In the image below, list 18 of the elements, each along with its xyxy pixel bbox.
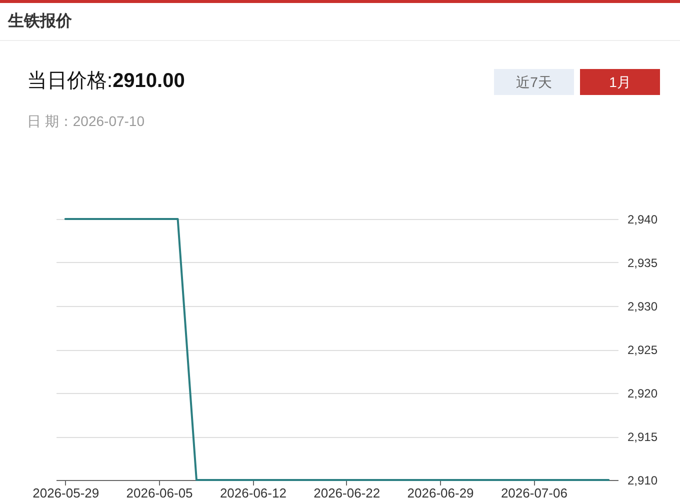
y-tick-label: 2,920 <box>628 386 658 400</box>
tab-button: 近7天 <box>494 69 574 95</box>
x-tick-label: 2026-06-12 <box>220 486 286 500</box>
y-tick-label: 2,910 <box>628 474 658 488</box>
chart-subtitle: 当日价格:2910.00 <box>27 69 185 93</box>
x-tick-label: 2026-07-06 <box>500 486 568 500</box>
y-tick-label: 2,915 <box>628 430 658 444</box>
y-tick-label: 2,935 <box>628 256 658 270</box>
tab-button: 1月 <box>580 69 660 95</box>
x-tick-label: 2026-06-29 <box>407 486 474 500</box>
y-tick-label: 2,930 <box>628 300 658 314</box>
y-tick-label: 2,940 <box>628 212 658 226</box>
y-tick-label: 2,925 <box>628 343 658 357</box>
x-tick-label: 2026-05-29 <box>32 486 100 500</box>
text: 日 期：2026-07-10 <box>27 112 145 130</box>
x-tick-label: 2026-06-22 <box>314 486 380 500</box>
x-tick-label: 2026-06-05 <box>126 486 193 500</box>
chart-title: 生铁报价 <box>8 12 72 32</box>
